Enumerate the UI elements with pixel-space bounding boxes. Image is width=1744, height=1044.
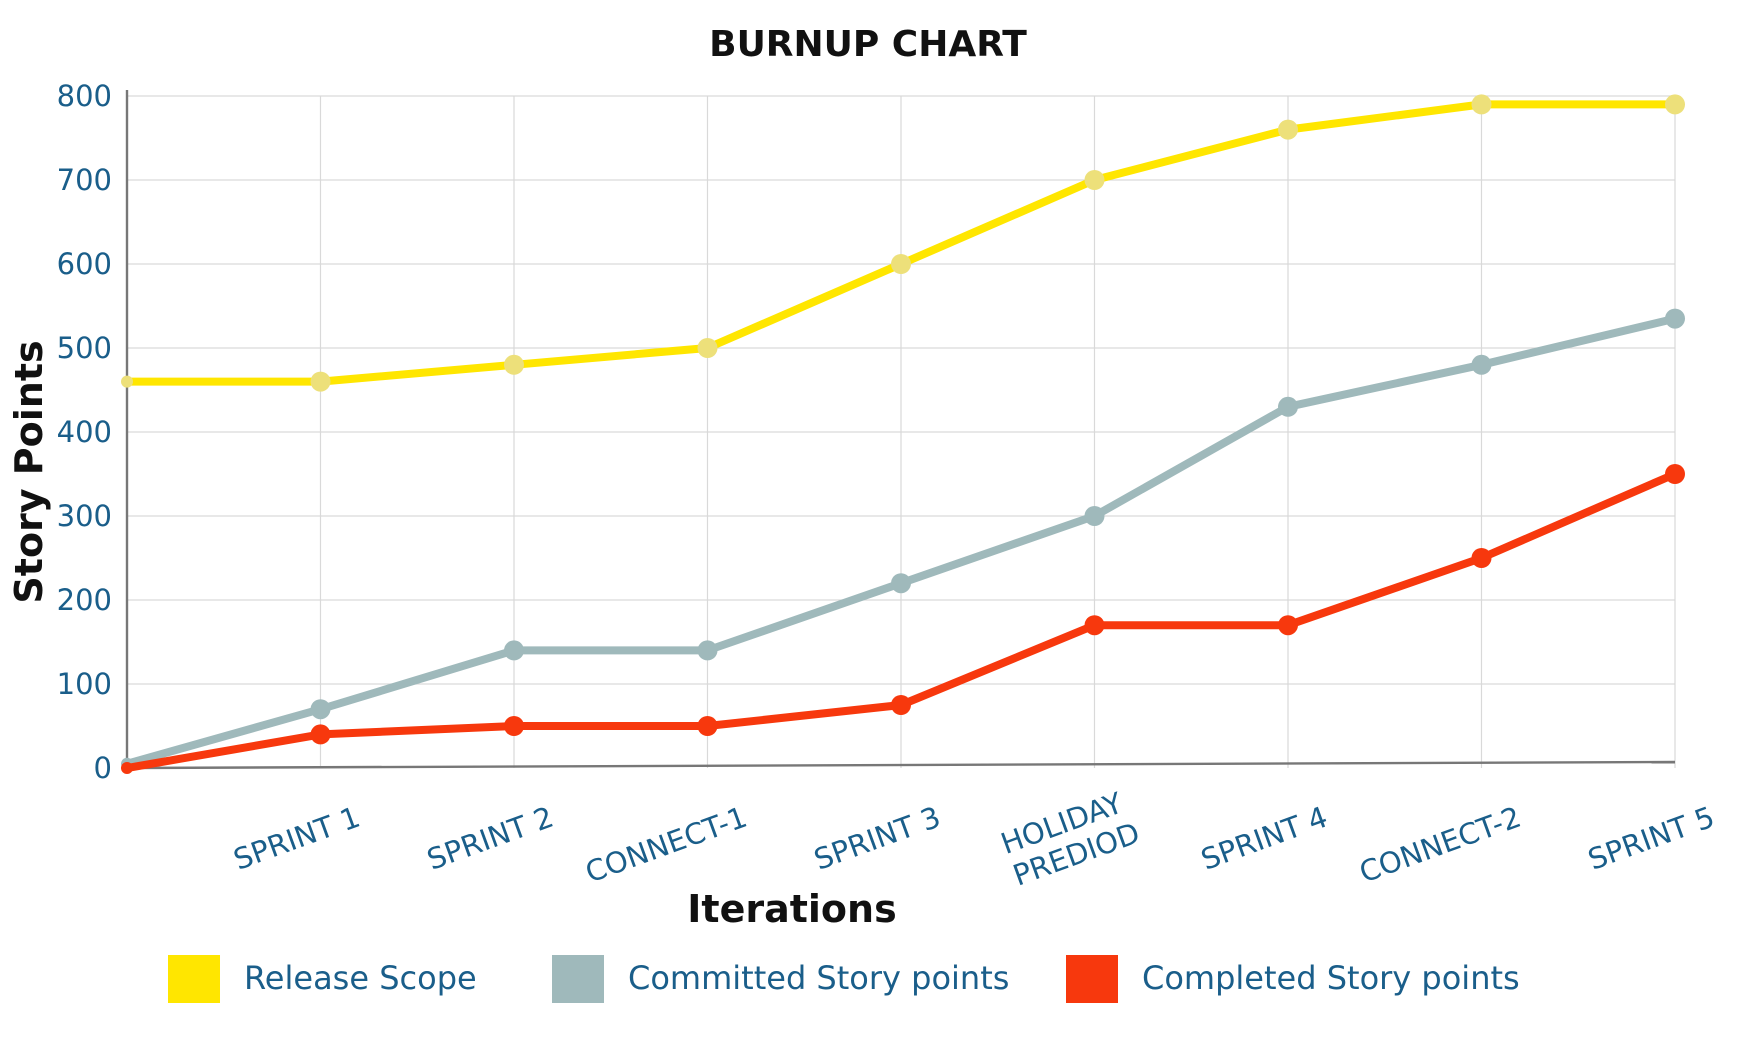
data-point [310, 724, 331, 745]
y-tick-label: 300 [57, 499, 112, 533]
y-tick-label: 500 [57, 331, 112, 365]
legend-label: Release Scope [244, 959, 477, 997]
data-point [1471, 94, 1492, 115]
y-tick-label: 0 [94, 751, 112, 785]
x-tick-labels: SPRINT 1 SPRINT 2 CONNECT-1 SPRINT 3 HOLIDAY… [229, 786, 1719, 893]
x-tick-label-4: SPRINT 3 [809, 800, 944, 877]
x-tick-label-line: SPRINT 3 [809, 800, 944, 877]
x-tick-label-line: CONNECT-2 [1355, 800, 1525, 890]
y-tick-label: 100 [57, 667, 112, 701]
x-tick-label-8: SPRINT 5 [1583, 800, 1718, 877]
data-point [697, 640, 718, 661]
x-tick-label-line: SPRINT 1 [229, 800, 364, 877]
x-tick-label-line: SPRINT 2 [422, 800, 557, 877]
series-0 [121, 94, 1685, 392]
series-1 [121, 308, 1685, 770]
legend-swatch [1066, 955, 1118, 1003]
data-point [1278, 119, 1298, 140]
y-tick-label: 800 [57, 79, 112, 113]
data-point [697, 716, 718, 736]
x-axis-line [126, 760, 1676, 770]
data-point [1471, 354, 1492, 375]
y-axis-title: Story Points [7, 340, 51, 603]
data-point [504, 354, 524, 375]
x-tick-label-1: SPRINT 1 [229, 800, 364, 877]
x-tick-label-3: CONNECT-1 [581, 800, 751, 890]
data-point [310, 699, 331, 720]
legend: Release Scope Committed Story points Compl… [168, 955, 1520, 1003]
data-point [121, 375, 133, 388]
data-point [891, 254, 911, 274]
data-point [891, 695, 911, 715]
data-point [1084, 170, 1105, 190]
x-tick-label-6: SPRINT 4 [1196, 800, 1331, 877]
y-tick-label: 700 [57, 163, 112, 197]
data-point [697, 338, 718, 358]
legend-label: Committed Story points [628, 959, 1009, 997]
data-point [1084, 506, 1105, 526]
data-point [1084, 615, 1105, 636]
data-point [1471, 548, 1492, 568]
x-tick-label-2: SPRINT 2 [422, 800, 557, 877]
data-point [1665, 464, 1685, 484]
series-2 [121, 464, 1685, 774]
y-tick-label: 400 [57, 415, 112, 449]
y-tick-labels: 0 100 200 300 400 500 600 700 800 [57, 79, 112, 785]
data-point [1278, 396, 1298, 417]
data-point [1665, 94, 1685, 115]
legend-label: Completed Story points [1142, 959, 1520, 997]
x-tick-label-line: SPRINT 5 [1583, 800, 1718, 877]
data-point [1665, 308, 1685, 329]
y-tick-label: 200 [57, 583, 112, 617]
chart-title: BURNUP CHART [709, 24, 1027, 65]
data-point [504, 640, 524, 661]
data-point [310, 371, 331, 392]
legend-swatch [552, 955, 604, 1003]
data-point [1278, 615, 1298, 636]
x-tick-label-7: CONNECT-2 [1355, 800, 1525, 890]
grid-layer [127, 95, 1676, 768]
y-tick-label: 600 [57, 247, 112, 281]
axis-layer [125, 90, 1676, 770]
x-axis-title: Iterations [687, 887, 896, 931]
legend-swatch [168, 955, 220, 1003]
data-point [891, 573, 911, 594]
data-point [504, 716, 524, 736]
series-layer [121, 94, 1685, 774]
data-point [121, 762, 133, 774]
x-tick-label-line: SPRINT 4 [1196, 800, 1331, 877]
x-tick-label-line: CONNECT-1 [581, 800, 751, 890]
